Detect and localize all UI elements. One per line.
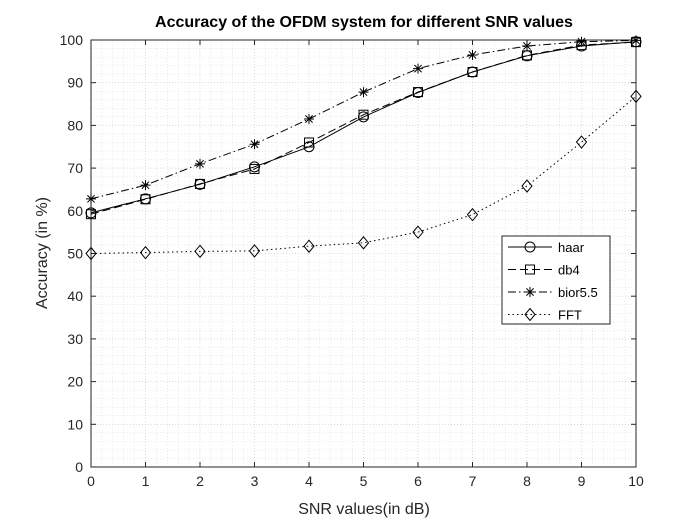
data-point-fft xyxy=(248,244,261,258)
data-point-fft xyxy=(521,179,533,193)
legend-label-haar: haar xyxy=(558,240,585,255)
y-tick-label: 40 xyxy=(67,288,83,304)
x-tick-label: 10 xyxy=(628,473,644,489)
y-tick-label: 70 xyxy=(67,160,83,176)
y-axis-label: Accuracy (in %) xyxy=(34,197,51,309)
data-point-db4 xyxy=(140,194,151,205)
data-point-db4 xyxy=(304,137,314,148)
legend: haar db4 bior5.5 FFT xyxy=(501,235,611,325)
data-point-bior5-5 xyxy=(576,36,587,47)
y-tick-label: 30 xyxy=(67,331,83,347)
data-point-db4 xyxy=(467,67,478,78)
data-point-bior5-5 xyxy=(631,35,641,46)
data-point-fft xyxy=(466,207,479,222)
y-tick-label: 10 xyxy=(67,416,83,432)
legend-box xyxy=(501,235,611,325)
data-point-bior5-5 xyxy=(86,193,96,204)
data-point-bior5-5 xyxy=(467,49,478,60)
x-tick-label: 3 xyxy=(251,473,259,489)
data-point-fft xyxy=(303,239,315,254)
x-tick-label: 4 xyxy=(305,473,313,489)
legend-label-bior5-5: bior5.5 xyxy=(558,285,598,300)
series-line-fft xyxy=(90,96,637,254)
data-point-bior5-5 xyxy=(140,180,151,191)
axes: 0 10 20 30 40 50 60 70 80 90 100 0 1 2 3 4 5 6 7 8 9 10 xyxy=(60,32,644,489)
x-tick-label: 9 xyxy=(578,473,586,489)
series-line-bior5-5 xyxy=(90,39,637,200)
data-point-bior5-5 xyxy=(249,139,260,150)
data-point-fft xyxy=(85,246,97,261)
data-point-db4 xyxy=(249,163,260,174)
data-point-db4 xyxy=(358,109,369,120)
x-axis-label: SNR values(in dB) xyxy=(298,501,430,518)
data-point-bior5-5 xyxy=(358,87,369,98)
data-point-fft xyxy=(357,236,370,250)
series-fft xyxy=(85,89,642,261)
y-tick-label: 50 xyxy=(67,246,83,262)
y-tick-label: 80 xyxy=(67,117,83,133)
legend-marker-db4 xyxy=(525,264,535,275)
data-point-bior5-5 xyxy=(195,158,205,169)
y-tick-label: 90 xyxy=(67,75,83,91)
data-point-bior5-5 xyxy=(304,113,314,124)
y-tick-label: 60 xyxy=(67,203,83,219)
series-bior5-5 xyxy=(86,35,641,204)
data-point-fft xyxy=(139,245,152,260)
legend-label-fft: FFT xyxy=(558,308,582,323)
x-tick-label: 8 xyxy=(523,473,531,489)
data-point-fft xyxy=(630,89,642,104)
plot-series xyxy=(85,35,642,261)
x-tick-label: 7 xyxy=(469,473,477,489)
legend-label-db4: db4 xyxy=(558,263,580,278)
data-point-fft xyxy=(412,225,424,239)
x-tick-label: 6 xyxy=(414,473,422,489)
legend-marker-bior5-5 xyxy=(525,287,535,297)
y-tick-label: 100 xyxy=(60,32,84,48)
data-point-db4 xyxy=(413,87,423,98)
chart-title: Accuracy of the OFDM system for differen… xyxy=(155,14,573,31)
data-point-bior5-5 xyxy=(522,40,532,51)
x-tick-label: 5 xyxy=(360,473,368,489)
data-point-db4 xyxy=(195,178,205,189)
x-tick-label: 1 xyxy=(142,473,150,489)
data-point-bior5-5 xyxy=(413,63,423,74)
data-point-fft xyxy=(575,135,588,149)
grid xyxy=(90,39,637,468)
legend-marker-haar xyxy=(524,241,536,253)
legend-marker-fft xyxy=(524,307,536,322)
y-tick-label: 0 xyxy=(75,459,83,475)
x-tick-label: 2 xyxy=(196,473,204,489)
series-line-db4 xyxy=(90,41,637,215)
x-tick-label: 0 xyxy=(87,473,95,489)
y-tick-label: 20 xyxy=(67,374,83,390)
data-point-db4 xyxy=(86,209,96,220)
data-point-fft xyxy=(194,244,206,259)
series-line-haar xyxy=(90,41,637,214)
